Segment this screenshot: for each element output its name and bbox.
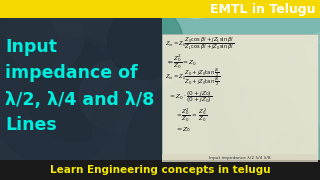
Circle shape — [86, 155, 148, 180]
Circle shape — [79, 60, 149, 130]
Text: Input: Input — [5, 38, 57, 56]
Bar — [0, 0, 320, 18]
Bar — [0, 160, 320, 180]
Text: $\Leftarrow \dfrac{Z_0^2}{Z_0}=Z_0$: $\Leftarrow \dfrac{Z_0^2}{Z_0}=Z_0$ — [166, 53, 197, 71]
Circle shape — [24, 38, 129, 142]
Circle shape — [108, 4, 183, 79]
Circle shape — [290, 39, 320, 124]
Circle shape — [224, 35, 320, 157]
Circle shape — [306, 32, 320, 68]
Circle shape — [195, 71, 247, 123]
Text: $=\dfrac{Z_0^2}{Z_0}\;=\;\dfrac{Z_0^2}{Z_0}$: $=\dfrac{Z_0^2}{Z_0}\;=\;\dfrac{Z_0^2}{Z… — [175, 106, 208, 124]
Bar — [162, 154, 318, 162]
Text: $=Z_0$: $=Z_0$ — [175, 126, 191, 134]
Circle shape — [263, 127, 320, 180]
Text: $Z_{in}=Z_0\dfrac{Z_0\cos\beta l+jZ_L\sin\beta l}{Z_L\cos\beta l+jZ_0\sin\beta l: $Z_{in}=Z_0\dfrac{Z_0\cos\beta l+jZ_L\si… — [165, 36, 234, 52]
Text: $=Z_0\cdot\dfrac{(0+jZ_0)}{(0+jZ_0)}$: $=Z_0\cdot\dfrac{(0+jZ_0)}{(0+jZ_0)}$ — [168, 89, 212, 105]
Circle shape — [92, 71, 194, 174]
Circle shape — [169, 0, 224, 19]
Bar — [162, 34, 318, 162]
Text: $Z_{in}=Z_0\dfrac{Z_0+jZ_0\tan\frac{\beta l}{2}}{Z_0+jZ_0\tan\frac{\beta l}{2}}$: $Z_{in}=Z_0\dfrac{Z_0+jZ_0\tan\frac{\bet… — [165, 66, 220, 88]
Circle shape — [125, 80, 261, 180]
Text: λ/2, λ/4 and λ/8: λ/2, λ/4 and λ/8 — [5, 91, 154, 109]
Circle shape — [0, 0, 47, 68]
Circle shape — [7, 0, 83, 75]
Circle shape — [0, 34, 123, 167]
Text: Input impedance λ/2 λ/4 λ/8: Input impedance λ/2 λ/4 λ/8 — [209, 156, 271, 160]
Text: Learn Engineering concepts in telugu: Learn Engineering concepts in telugu — [50, 165, 270, 175]
Text: Lines: Lines — [5, 116, 57, 134]
Text: impedance of: impedance of — [5, 64, 138, 82]
Text: EMTL in Telugu: EMTL in Telugu — [210, 3, 315, 15]
Bar — [0, 18, 162, 160]
Circle shape — [171, 47, 246, 123]
Circle shape — [210, 84, 303, 177]
Circle shape — [0, 0, 57, 88]
